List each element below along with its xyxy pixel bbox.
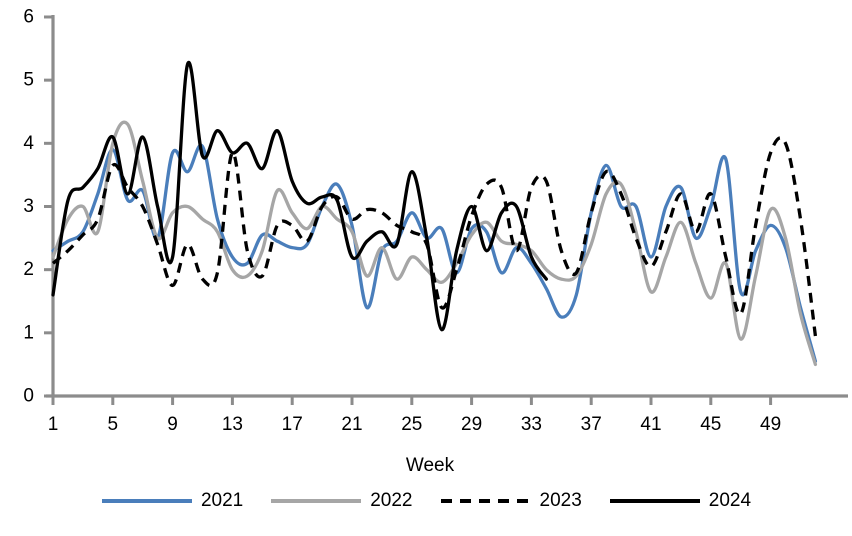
x-tick-label: 49 [760,414,781,435]
legend-label-2024: 2024 [708,490,752,511]
legend-line-sample-2023 [440,499,531,503]
series-line-2024 [51,60,548,332]
x-tick-label: 5 [108,414,119,435]
y-tick-label: 1 [23,322,34,343]
x-tick-label: 17 [282,414,303,435]
legend-item-2021: 2021 [101,490,243,512]
y-tick-label: 4 [23,133,34,154]
series-line-2022 [51,120,818,367]
legend-line-sample-2022 [271,499,362,503]
x-tick-label: 45 [700,414,721,435]
legend-item-2023: 2023 [440,490,582,512]
x-tick-label: 21 [341,414,362,435]
series-line-2023 [51,136,818,337]
x-axis-title: Week [405,455,455,476]
legend-line-sample-2024 [609,499,700,503]
legend-label-2022: 2022 [370,490,413,511]
legend-label-2023: 2023 [539,490,582,511]
legend-item-2022: 2022 [270,490,413,512]
y-tick-label: 3 [23,196,34,217]
y-tick-label: 5 [23,70,34,91]
x-tick-label: 33 [521,414,542,435]
legend-label-2021: 2021 [200,490,244,511]
x-tick-label: 9 [167,414,178,435]
y-tick-label: 2 [23,259,34,280]
x-tick-label: 1 [48,414,59,435]
x-tick-label: 13 [222,414,243,435]
x-tick-label: 37 [581,414,602,435]
legend: 2021 2022 2023 2024 [0,490,852,512]
legend-item-2024: 2024 [609,490,751,512]
x-tick-label: 41 [640,414,661,435]
x-tick-label: 29 [461,414,482,435]
x-tick-label: 25 [401,414,422,435]
y-tick-label: 0 [23,386,34,407]
legend-line-sample-2021 [101,499,192,503]
y-tick-label: 6 [23,6,34,27]
